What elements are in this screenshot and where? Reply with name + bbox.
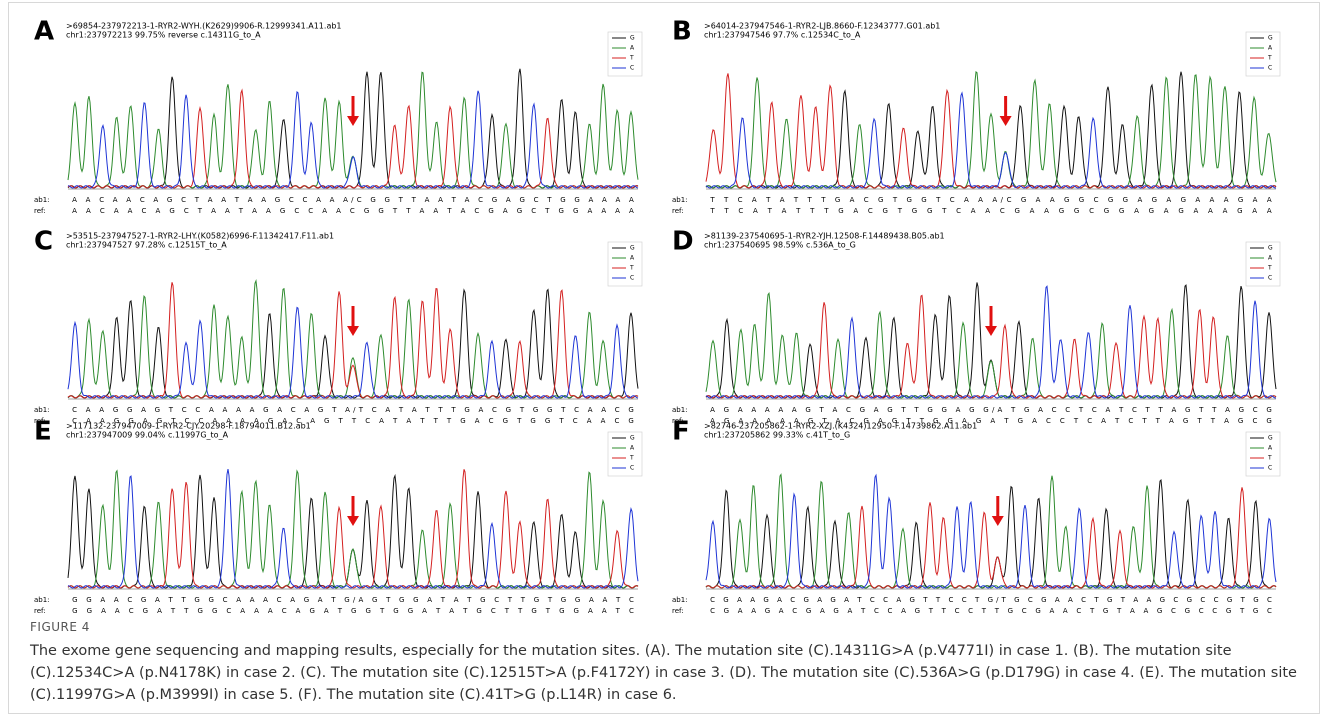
read-id: >53515-237947527-1-RYR2-LHY.(K0582)6996-… [66, 232, 334, 241]
mutation-arrow-head [1000, 116, 1012, 126]
read-id: >69854-237972213-1-RYR2-WYH.(K2629)9906-… [66, 22, 342, 31]
read-info: chr1:237972213 99.75% reverse c.14311G_t… [66, 31, 261, 40]
legend-label: C [630, 65, 634, 72]
panel: A >69854-237972213-1-RYR2-WYH.(K2629)9906… [34, 17, 642, 216]
ab1-label: ab1: [34, 596, 50, 604]
ab1-sequence: C G A A G A C G A G A T C C A G T T C C … [710, 596, 1272, 604]
trace [68, 290, 638, 398]
mutation-arrow-head [985, 326, 997, 336]
legend-box [1246, 242, 1280, 286]
legend-box [608, 432, 642, 476]
figure-caption: The exome gene sequencing and mapping re… [30, 640, 1300, 706]
legend-label: C [1268, 465, 1272, 472]
panel-letter: A [34, 17, 54, 47]
chromatogram-grid: A >69854-237972213-1-RYR2-WYH.(K2629)9906… [0, 0, 1330, 615]
ab1-sequence: T T C A T A T T T G A C G T G G T C A A … [709, 196, 1271, 204]
panel: F >82746-237205862-1-RYR2-XZJ.(K4324)1295… [672, 417, 1280, 616]
legend-box [608, 32, 642, 76]
legend-label: C [630, 275, 634, 282]
legend-label: T [629, 55, 634, 62]
panel-letter: C [34, 227, 53, 257]
legend-box [1246, 432, 1280, 476]
mutation-arrow-head [347, 116, 359, 126]
mutation-arrow-head [347, 326, 359, 336]
ab1-sequence: A G A A A A A G T A C G A G T T G G A G … [710, 406, 1272, 414]
legend-label: C [1268, 65, 1272, 72]
trace [68, 475, 638, 588]
ab1-sequence: C A A G G A G T C C A A A A G A C A G T … [72, 406, 634, 414]
ab1-label: ab1: [34, 406, 50, 414]
trace [68, 471, 638, 588]
read-info: chr1:237947546 97.7% c.12534C_to_A [704, 31, 861, 40]
trace [706, 93, 1276, 188]
read-id: >81139-237540695-1-RYR2-YJH.12508-F.1448… [704, 232, 945, 241]
ab1-label: ab1: [34, 196, 50, 204]
legend-label: G [1268, 435, 1273, 442]
legend-box [608, 242, 642, 286]
read-info: chr1:237540695 98.59% c.536A_to_G [704, 241, 856, 250]
legend-label: T [1267, 55, 1272, 62]
trace [706, 487, 1276, 588]
legend-label: G [630, 245, 635, 252]
legend-label: T [1267, 455, 1272, 462]
panel: E >117132-237947009-1-RYR2-CJY.20298-F.18… [34, 417, 642, 616]
ref-label: ref: [34, 207, 46, 215]
trace [68, 282, 638, 398]
panel: B >64014-237947546-1-RYR2-LJB.8660-F.1234… [672, 17, 1280, 216]
ref-label: ref: [672, 207, 684, 215]
panel: D >81139-237540695-1-RYR2-YJH.12508-F.144… [672, 227, 1280, 426]
ref-label: ref: [34, 607, 46, 615]
ab1-sequence: A A C A A C A G C T A A T A A G C C A A … [72, 196, 634, 204]
legend-label: T [629, 265, 634, 272]
legend-label: G [630, 435, 635, 442]
trace [68, 469, 638, 588]
ref-label: ref: [672, 607, 684, 615]
ab1-label: ab1: [672, 596, 688, 604]
read-info: chr1:237947527 97.28% c.12515T_to_A [66, 241, 227, 250]
legend-label: G [1268, 35, 1273, 42]
ref-sequence: A A C A A C A G C T A A T A A G C C A A … [72, 207, 634, 215]
panel: C >53515-237947527-1-RYR2-LHY.(K0582)6996… [34, 227, 642, 426]
legend-label: T [629, 455, 634, 462]
panel-letter: E [34, 417, 52, 447]
trace [706, 283, 1276, 399]
legend-box [1246, 32, 1280, 76]
panel-letter: D [672, 227, 694, 257]
legend-label: C [630, 465, 634, 472]
mutation-arrow-head [347, 516, 359, 526]
panel-letter: B [672, 17, 692, 47]
legend-label: G [1268, 245, 1273, 252]
trace [706, 286, 1276, 398]
trace [68, 281, 638, 398]
mutation-arrow-head [992, 516, 1004, 526]
panel-letter: F [672, 417, 690, 447]
figure-label: FIGURE 4 [30, 620, 90, 634]
read-info: chr1:237947009 99.04% c.11997G_to_A [66, 431, 229, 440]
ref-sequence: G G A A C G A T T G G C A A A C A G A T … [72, 607, 634, 615]
read-id: >117132-237947009-1-RYR2-CJY.20298-F.187… [66, 422, 311, 431]
trace [68, 469, 638, 588]
ref-sequence: C G A A G A C G A G A T C C A G T T C C … [710, 607, 1272, 615]
legend-label: C [1268, 275, 1272, 282]
ab1-sequence: G G A A C G A T T G G C A A A C A G A T … [72, 596, 634, 604]
figure-page: A >69854-237972213-1-RYR2-WYH.(K2629)9906… [0, 0, 1330, 722]
read-id: >64014-237947546-1-RYR2-LJB.8660-F.12343… [704, 22, 940, 31]
legend-label: T [1267, 265, 1272, 272]
read-id: >82746-237205862-1-RYR2-XZJ.(K4324)12950… [704, 422, 977, 431]
read-info: chr1:237205862 99.33% c.41T_to_G [704, 431, 850, 440]
ref-sequence: T T C A T A T T T G A C G T G G T C A A … [709, 207, 1271, 215]
trace [706, 72, 1276, 188]
ab1-label: ab1: [672, 196, 688, 204]
ab1-label: ab1: [672, 406, 688, 414]
legend-label: G [630, 35, 635, 42]
